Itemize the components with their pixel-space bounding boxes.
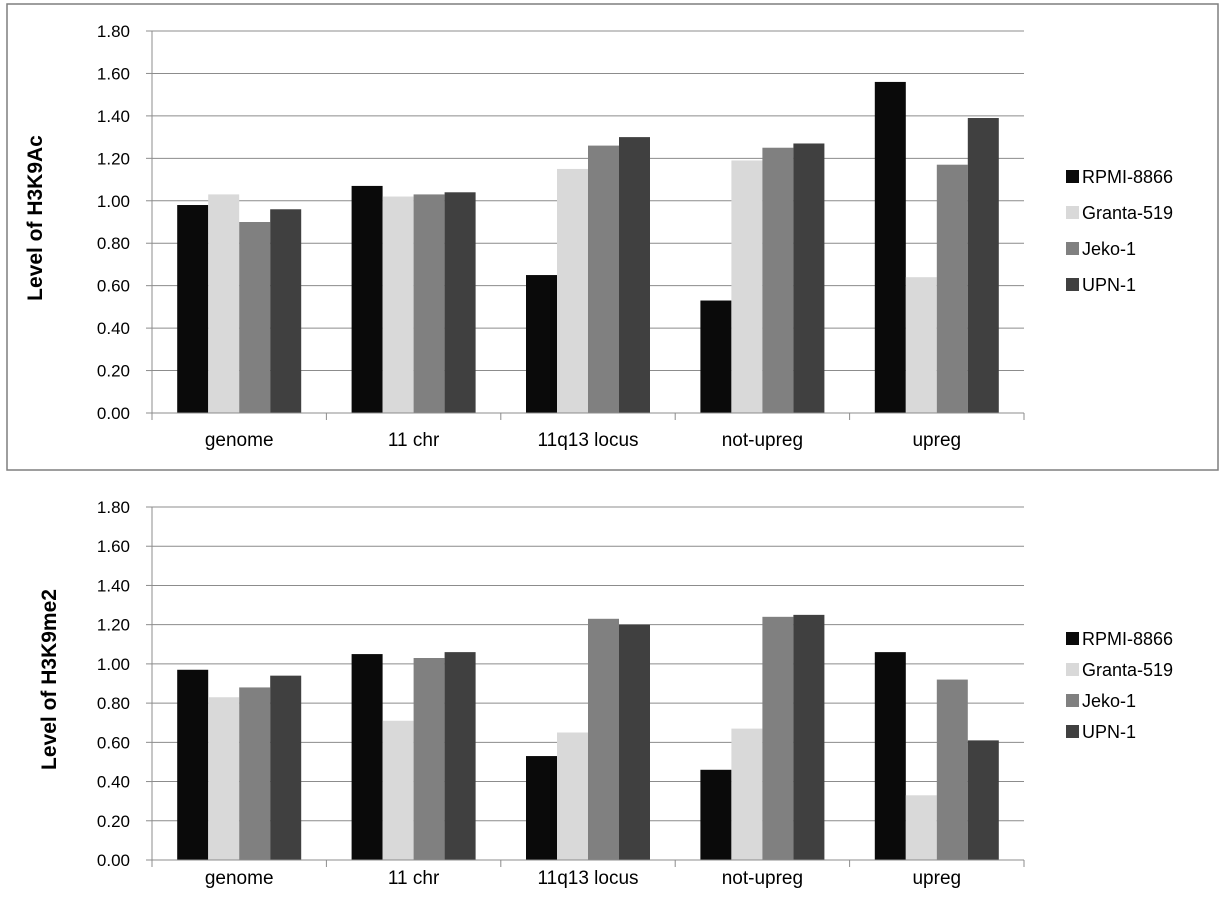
legend-swatch	[1066, 725, 1079, 738]
bar	[619, 137, 650, 413]
legend-label: Granta-519	[1082, 203, 1173, 223]
y-tick-label: 0.40	[97, 319, 130, 338]
bar	[936, 679, 968, 860]
y-tick-label: 1.40	[97, 576, 130, 595]
bar	[177, 205, 209, 413]
bar	[762, 616, 794, 860]
bar	[526, 756, 557, 860]
bar	[270, 675, 302, 860]
legend-label: Jeko-1	[1082, 691, 1136, 711]
y-tick-label: 0.00	[97, 404, 130, 423]
bar	[526, 275, 557, 413]
bar	[239, 687, 271, 860]
bar	[382, 196, 414, 413]
x-tick-label: 11 chr	[388, 868, 440, 889]
bar	[793, 614, 825, 860]
y-axis-title: Level of H3K9Ac	[24, 135, 47, 301]
bar	[413, 658, 445, 860]
y-tick-label: 1.00	[97, 192, 130, 211]
y-tick-label: 1.20	[97, 616, 130, 635]
legend-label: Jeko-1	[1082, 239, 1136, 259]
bar	[905, 277, 937, 413]
y-tick-label: 1.20	[97, 149, 130, 168]
bar	[270, 209, 302, 413]
legend-label: RPMI-8866	[1082, 167, 1173, 187]
bar	[874, 81, 906, 413]
bar	[208, 697, 240, 860]
legend-swatch	[1066, 632, 1079, 645]
x-tick-label: 11q13 locus	[537, 430, 638, 451]
y-tick-label: 0.60	[97, 277, 130, 296]
legend-label: UPN-1	[1082, 722, 1136, 742]
x-tick-label: genome	[205, 430, 274, 451]
bar	[588, 145, 619, 413]
bar	[557, 732, 588, 860]
bar	[444, 652, 476, 860]
legend-swatch	[1066, 206, 1079, 219]
x-tick-label: not-upreg	[722, 868, 803, 889]
y-tick-label: 0.20	[97, 362, 130, 381]
y-tick-label: 0.60	[97, 733, 130, 752]
bar	[967, 118, 999, 413]
bar	[762, 147, 794, 413]
bar	[588, 618, 619, 860]
y-tick-label: 0.40	[97, 773, 130, 792]
x-tick-label: 11 chr	[388, 430, 440, 451]
bar	[239, 222, 271, 413]
chart-h3k9me2: 0.00 0.20 0.40 0.60 0.80 1.00 1.20 1.40 1.60 1.80…	[38, 498, 1173, 889]
y-tick-label: 1.60	[97, 537, 130, 556]
bar	[700, 300, 732, 413]
y-tick-label: 1.40	[97, 107, 130, 126]
x-tick-label: upreg	[912, 868, 961, 889]
legend-swatch	[1066, 663, 1079, 676]
x-tick-label: upreg	[912, 430, 961, 451]
legend-swatch	[1066, 694, 1079, 707]
y-tick-label: 1.80	[97, 22, 130, 41]
bar	[413, 194, 445, 413]
bar	[351, 654, 383, 860]
y-tick-label: 0.20	[97, 812, 130, 831]
x-tick-label: not-upreg	[722, 430, 803, 451]
bar	[382, 720, 414, 860]
y-tick-label: 0.80	[97, 694, 130, 713]
bar	[619, 624, 650, 860]
bar	[444, 192, 476, 413]
bar	[557, 168, 588, 413]
y-tick-label: 0.00	[97, 851, 130, 870]
top-chart-border	[6, 3, 1219, 471]
bar	[731, 160, 763, 413]
y-tick-label: 0.80	[97, 234, 130, 253]
chart-h3k9ac: 0.00 0.20 0.40 0.60 0.80 1.00 1.20 1.40 1.60 1.80…	[24, 22, 1173, 451]
legend-label: RPMI-8866	[1082, 629, 1173, 649]
bar	[700, 769, 732, 860]
legend-swatch	[1066, 278, 1079, 291]
x-tick-label: 11q13 locus	[537, 868, 638, 889]
legend-swatch	[1066, 170, 1079, 183]
legend-label: Granta-519	[1082, 660, 1173, 680]
bar	[936, 164, 968, 413]
bar	[731, 728, 763, 860]
y-tick-label: 1.00	[97, 655, 130, 674]
bar	[874, 652, 906, 860]
legend-label: UPN-1	[1082, 275, 1136, 295]
bar	[208, 194, 240, 413]
bar	[177, 669, 209, 860]
bar	[793, 143, 825, 413]
x-tick-label: genome	[205, 868, 274, 889]
y-axis-title: Level of H3K9me2	[38, 589, 61, 770]
bar	[351, 185, 383, 413]
y-tick-label: 1.60	[97, 64, 130, 83]
bar	[967, 740, 999, 860]
legend-swatch	[1066, 242, 1079, 255]
bar	[905, 795, 937, 860]
y-tick-label: 1.80	[97, 498, 130, 517]
